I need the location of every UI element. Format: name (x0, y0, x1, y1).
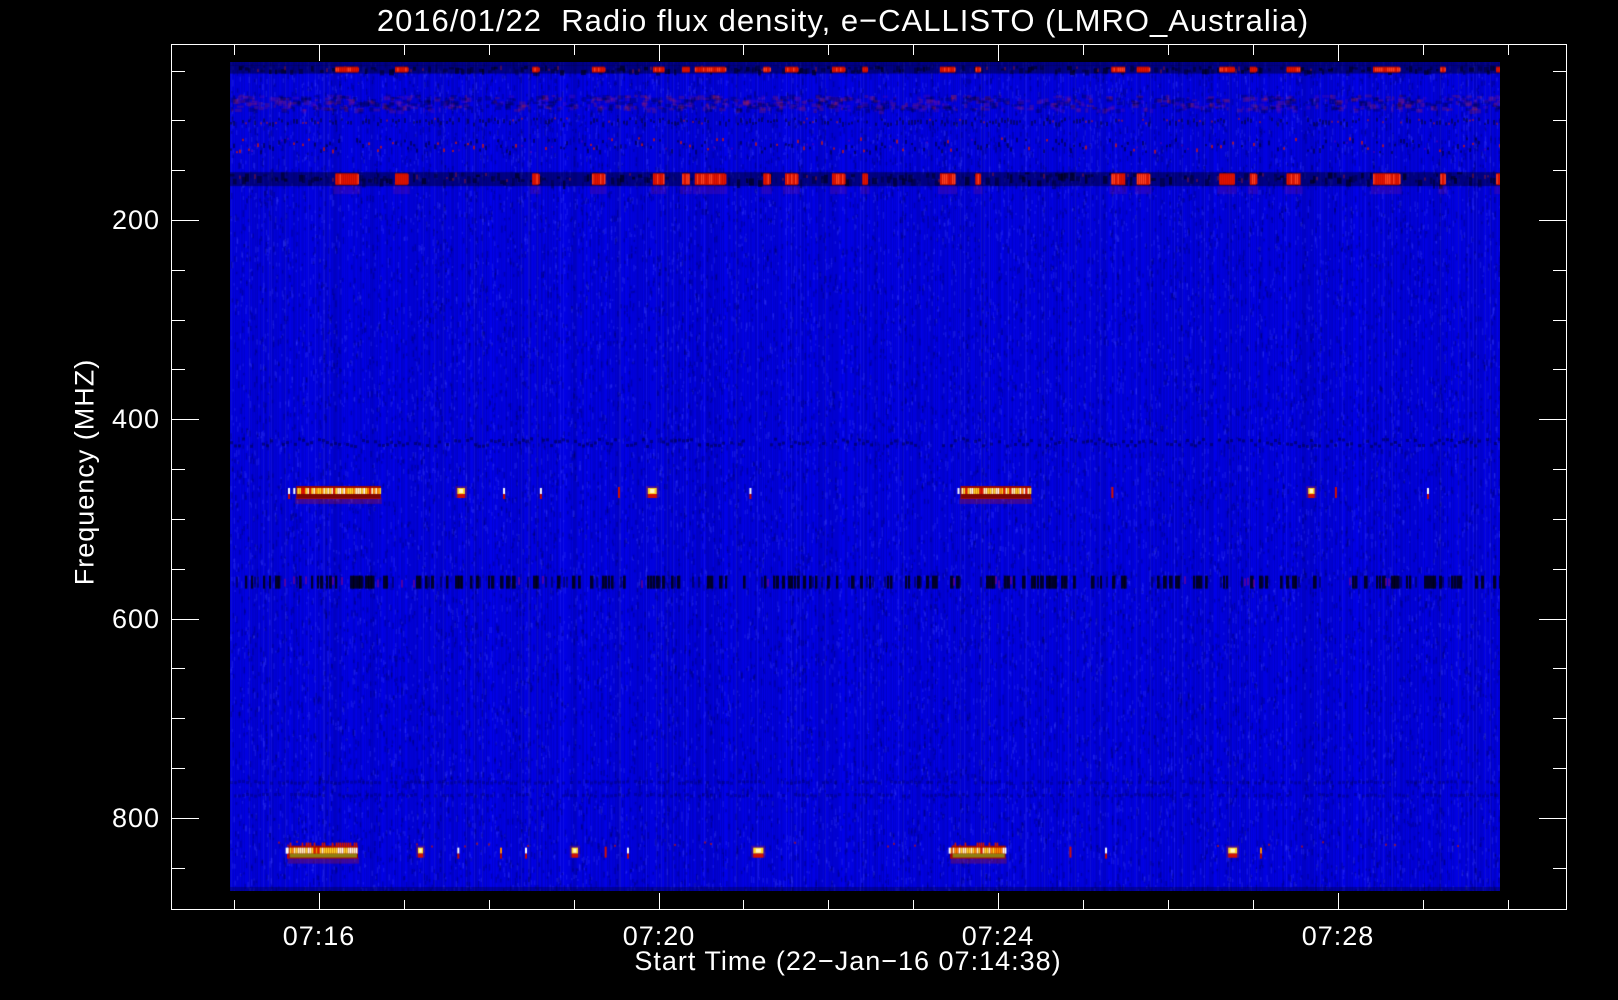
y-axis-tick (172, 270, 185, 271)
y-axis-tick (1539, 818, 1566, 819)
x-axis-tick (1423, 45, 1424, 55)
y-axis-tick (1539, 220, 1566, 221)
y-axis-tick (172, 220, 199, 221)
y-axis-tick (1553, 469, 1566, 470)
y-axis-title: Frequency (MHZ) (69, 358, 100, 586)
x-axis-title: Start Time (22−Jan−16 07:14:38) (634, 946, 1062, 976)
x-axis-tick (404, 45, 405, 55)
x-axis-tick (1083, 900, 1084, 909)
plot-frame (171, 44, 1567, 910)
x-axis-tick (1083, 45, 1084, 55)
y-axis-tick (172, 619, 199, 620)
x-tick-label: 07:16 (282, 921, 356, 951)
x-axis-tick (743, 45, 744, 55)
y-tick-label: 400 (111, 404, 160, 434)
x-axis-tick (1508, 900, 1509, 909)
x-axis-tick (1253, 900, 1254, 909)
y-tick-label: 200 (111, 205, 160, 235)
y-axis-tick (172, 718, 185, 719)
y-axis-tick (1553, 718, 1566, 719)
y-tick-label: 600 (111, 604, 160, 634)
y-axis-tick (1553, 71, 1566, 72)
y-axis-tick (1553, 369, 1566, 370)
x-axis-tick (1253, 45, 1254, 55)
x-axis-tick (574, 45, 575, 55)
x-axis-tick (743, 900, 744, 909)
y-axis-tick (172, 170, 185, 171)
y-axis-tick (1553, 120, 1566, 121)
x-axis-tick (489, 900, 490, 909)
x-axis-tick (574, 900, 575, 909)
x-axis-tick (1338, 893, 1339, 909)
y-axis-tick (1553, 768, 1566, 769)
x-tick-label: 07:28 (1301, 921, 1375, 951)
y-axis-tick (1553, 569, 1566, 570)
y-axis-tick (172, 519, 185, 520)
y-axis-tick (1539, 619, 1566, 620)
y-axis-tick (172, 668, 185, 669)
y-axis-tick (172, 120, 185, 121)
x-axis-tick (1508, 45, 1509, 55)
y-axis-tick (1553, 519, 1566, 520)
x-axis-tick (913, 900, 914, 909)
x-axis-tick (913, 45, 914, 55)
x-axis-tick (319, 45, 320, 61)
y-tick-label: 800 (111, 803, 160, 833)
x-axis-tick (659, 893, 660, 909)
x-axis-tick (489, 45, 490, 55)
x-axis-tick (1168, 45, 1169, 55)
x-tick-label: 07:24 (961, 921, 1035, 951)
chart-title: 2016/01/22 Radio flux density, e−CALLIST… (376, 3, 1310, 38)
x-axis-tick (998, 893, 999, 909)
x-axis-tick (659, 45, 660, 61)
x-axis-tick (404, 900, 405, 909)
y-axis-tick (172, 419, 199, 420)
y-axis-tick (172, 369, 185, 370)
y-axis-tick (172, 320, 185, 321)
y-axis-tick (1553, 668, 1566, 669)
x-axis-tick (828, 45, 829, 55)
x-axis-tick (234, 900, 235, 909)
x-axis-tick (1423, 900, 1424, 909)
x-axis-tick (319, 893, 320, 909)
x-axis-tick (1338, 45, 1339, 61)
y-axis-tick (172, 768, 185, 769)
x-axis-tick (998, 45, 999, 61)
y-axis-tick (172, 569, 185, 570)
spectrogram-heatmap (230, 62, 1500, 891)
y-axis-tick (172, 818, 199, 819)
x-tick-label: 07:20 (622, 921, 696, 951)
y-axis-tick (172, 868, 185, 869)
y-axis-tick (1553, 320, 1566, 321)
y-axis-tick (172, 71, 185, 72)
x-axis-tick (828, 900, 829, 909)
y-axis-tick (1553, 170, 1566, 171)
y-axis-tick (172, 469, 185, 470)
y-axis-tick (1553, 868, 1566, 869)
x-axis-tick (234, 45, 235, 55)
y-axis-tick (1553, 270, 1566, 271)
x-axis-tick (1168, 900, 1169, 909)
y-axis-tick (1539, 419, 1566, 420)
